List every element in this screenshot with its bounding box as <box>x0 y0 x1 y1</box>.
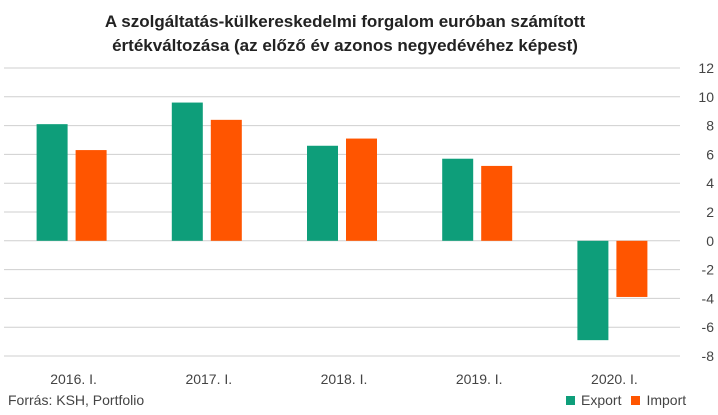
y-tick-label: 2 <box>706 204 714 220</box>
bar-export <box>307 145 338 241</box>
legend: Export Import <box>566 392 696 408</box>
bar-export <box>577 240 609 341</box>
x-tick-label: 2020. I. <box>591 371 638 387</box>
bar-import <box>346 138 377 241</box>
legend-item-import: Import <box>631 392 686 408</box>
bar-import <box>616 240 648 297</box>
legend-swatch-import <box>631 395 641 405</box>
y-tick-label: 6 <box>706 146 714 162</box>
legend-label-import: Import <box>646 392 687 408</box>
chart-title: A szolgáltatás-külkereskedelmi forgalom … <box>0 10 690 58</box>
legend-swatch-export <box>566 395 575 405</box>
chart-title-line-1: A szolgáltatás-külkereskedelmi forgalom … <box>104 12 586 31</box>
y-tick-label: 0 <box>706 233 714 249</box>
bar-export <box>442 158 474 241</box>
y-tick-label: -4 <box>702 290 715 306</box>
y-tick-label: 4 <box>706 175 714 191</box>
x-tick-label: 2019. I. <box>456 371 503 387</box>
bar-import <box>75 150 107 241</box>
y-tick-label: 10 <box>698 89 714 105</box>
chart-title-line-2: értékváltozása (az előző év azonos negye… <box>112 36 578 55</box>
y-tick-label: 12 <box>698 60 714 76</box>
source-note: Forrás: KSH, Portfolio <box>8 392 145 408</box>
x-tick-label: 2017. I. <box>185 371 232 387</box>
y-tick-label: -2 <box>702 262 715 278</box>
bar-import <box>481 165 513 241</box>
x-tick-label: 2016. I. <box>50 371 97 387</box>
y-tick-label: -8 <box>702 348 715 364</box>
bar-export <box>36 124 68 241</box>
bar-export <box>171 102 203 241</box>
x-tick-label: 2018. I. <box>321 371 368 387</box>
y-tick-label: 8 <box>706 118 714 134</box>
bar-import <box>210 119 242 241</box>
legend-label-export: Export <box>581 392 622 408</box>
y-tick-label: -6 <box>702 319 715 335</box>
legend-item-export: Export <box>566 392 621 408</box>
